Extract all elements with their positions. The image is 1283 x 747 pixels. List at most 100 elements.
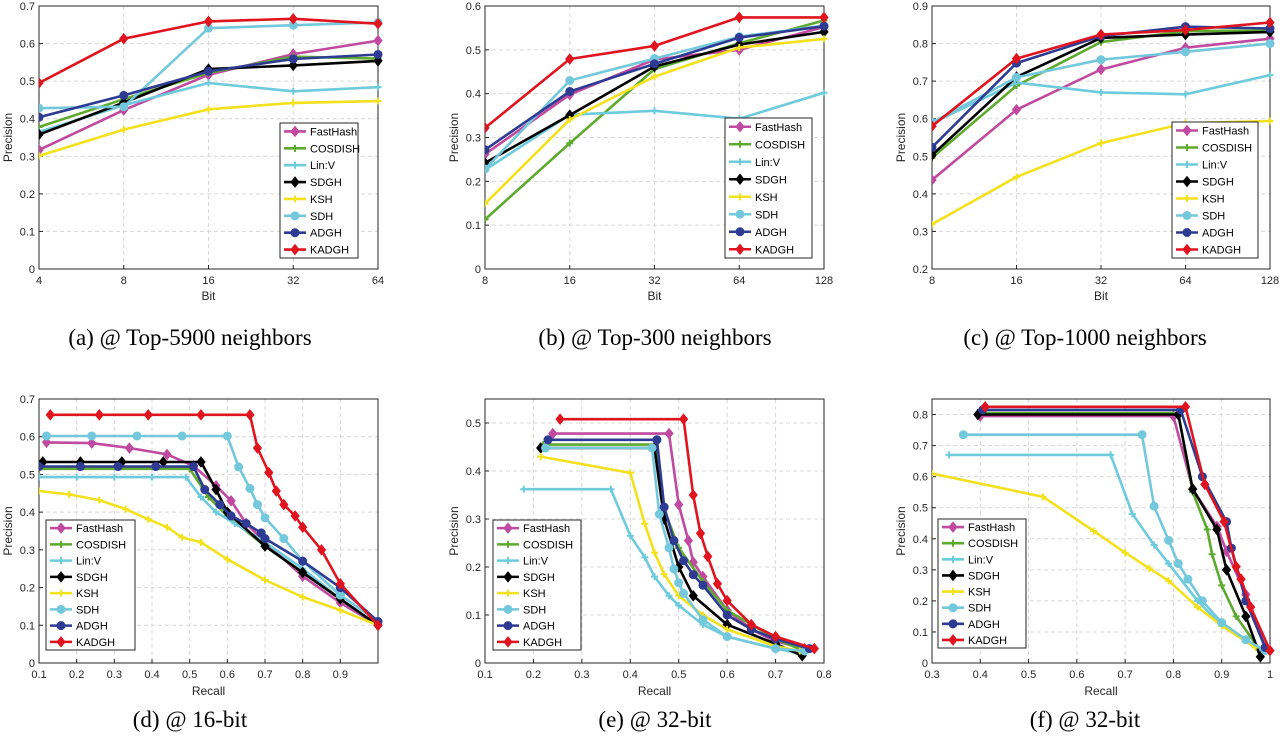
legend-entry: SDH (497, 604, 546, 616)
diamond-marker (809, 642, 819, 655)
plus-marker (39, 123, 43, 131)
legend-label: FastHash (76, 523, 123, 535)
star-marker (65, 490, 73, 498)
diamond-marker (948, 569, 958, 582)
star-marker (1183, 161, 1191, 168)
star-marker (736, 158, 744, 166)
diamond-marker (932, 120, 937, 133)
subplot-c: 8 16 32 64 128 0.2 0.3 0.4 0.5 0.6 0.7 0.8 0.9 Bit Pre… (894, 1, 1279, 303)
star-marker (723, 625, 731, 633)
star-marker (485, 200, 489, 208)
star-marker (1266, 117, 1274, 125)
series-line (985, 405, 1272, 652)
series-line (39, 465, 379, 623)
star-marker (223, 555, 231, 563)
diamond-marker (290, 125, 300, 138)
series-linv (932, 71, 1274, 127)
diamond-marker (678, 413, 689, 425)
legend-entry: COSDISH (284, 143, 360, 155)
diamond-marker (1236, 573, 1246, 585)
legend-entry: Lin:V (497, 556, 549, 568)
circle-marker (485, 145, 490, 155)
plus-marker (504, 540, 512, 548)
series-ksh (485, 35, 828, 208)
legend-entry: FastHash (942, 521, 1015, 534)
circle-marker (260, 513, 270, 523)
legend-entry: SDGH (1176, 175, 1234, 189)
plus-marker (1203, 525, 1211, 533)
star-marker (641, 520, 649, 528)
diamond-marker (703, 550, 713, 563)
series-kadgh (45, 409, 383, 632)
circle-marker (565, 76, 575, 86)
legend-entry: FastHash (729, 120, 802, 134)
circle-marker (647, 443, 657, 453)
x-tick-label: 0.3 (107, 669, 122, 681)
x-axis-label: Bit (1094, 289, 1109, 303)
legend-label: SDGH (755, 174, 787, 186)
star-marker (1121, 549, 1129, 557)
star-marker (820, 89, 828, 97)
star-marker (1128, 510, 1136, 518)
legend: FastHash COSDISH Lin:V SDGH KSH SDH ADGH KADGH (45, 519, 136, 651)
x-tick-label: 0.7 (1117, 669, 1132, 681)
diamond-marker (298, 566, 308, 579)
star-marker (626, 469, 634, 477)
legend-entry: KSH (1176, 194, 1225, 206)
legend-label: ADGH (76, 621, 108, 633)
legend-entry: Lin:V (942, 554, 994, 566)
legend-entry: SDGH (729, 173, 787, 186)
series-line (540, 446, 803, 657)
diamond-marker (56, 571, 66, 583)
diamond-marker (162, 448, 172, 461)
legend-label: SDGH (523, 572, 555, 584)
legend-label: ADGH (968, 619, 1000, 631)
circle-marker (188, 462, 198, 472)
y-tick-label: 0.4 (913, 534, 928, 546)
legend-entry: Lin:V (1176, 160, 1228, 172)
star-marker (374, 97, 382, 105)
diamond-marker (39, 128, 44, 141)
legend-entry: KSH (497, 588, 546, 600)
y-tick-label: 0.8 (913, 39, 928, 51)
plus-marker (291, 144, 299, 152)
diamond-marker (695, 527, 706, 540)
circle-marker (1265, 39, 1275, 49)
star-marker (39, 152, 43, 160)
y-tick-label: 0.5 (466, 418, 481, 430)
legend-entry: Lin:V (50, 556, 102, 568)
x-tick-label: 32 (287, 275, 299, 287)
y-tick-label: 0.4 (20, 114, 35, 126)
legend-label: SDGH (310, 177, 342, 189)
circle-marker (177, 431, 187, 441)
subplot-b: 8 16 32 64 128 0 0.1 0.2 0.3 0.4 0.5 0.6 Bit Precisio… (447, 1, 833, 303)
circle-marker (1137, 430, 1147, 440)
star-marker (291, 195, 299, 203)
circle-marker (39, 462, 44, 472)
circle-marker (1241, 635, 1251, 645)
x-tick-label: 0.4 (144, 669, 159, 681)
legend-entry: SDGH (497, 571, 555, 584)
y-axis-label: Precision (1, 113, 15, 162)
x-tick-label: 0.8 (816, 669, 831, 681)
legend-label: Lin:V (523, 556, 549, 568)
legend-entry: KADGH (497, 636, 562, 649)
circle-marker (669, 536, 679, 546)
legend: FastHash COSDISH Lin:V SDGH KSH SDH ADGH KADGH (1171, 121, 1259, 259)
star-marker (537, 453, 545, 461)
y-tick-label: 0 (29, 264, 35, 276)
diamond-marker (688, 489, 698, 501)
diamond-marker (664, 427, 674, 440)
diamond-marker (203, 15, 214, 28)
x-tick-label: 0.3 (924, 669, 939, 681)
star-marker (73, 473, 81, 481)
y-tick-label: 0 (29, 658, 35, 670)
legend-label: KADGH (968, 635, 1007, 647)
circle-marker (722, 632, 732, 642)
circle-marker (245, 483, 255, 493)
star-marker (205, 79, 212, 87)
legend-label: SDGH (1202, 177, 1234, 189)
star-marker (336, 606, 344, 614)
circle-marker (543, 435, 553, 445)
legend-entry: COSDISH (497, 539, 573, 551)
